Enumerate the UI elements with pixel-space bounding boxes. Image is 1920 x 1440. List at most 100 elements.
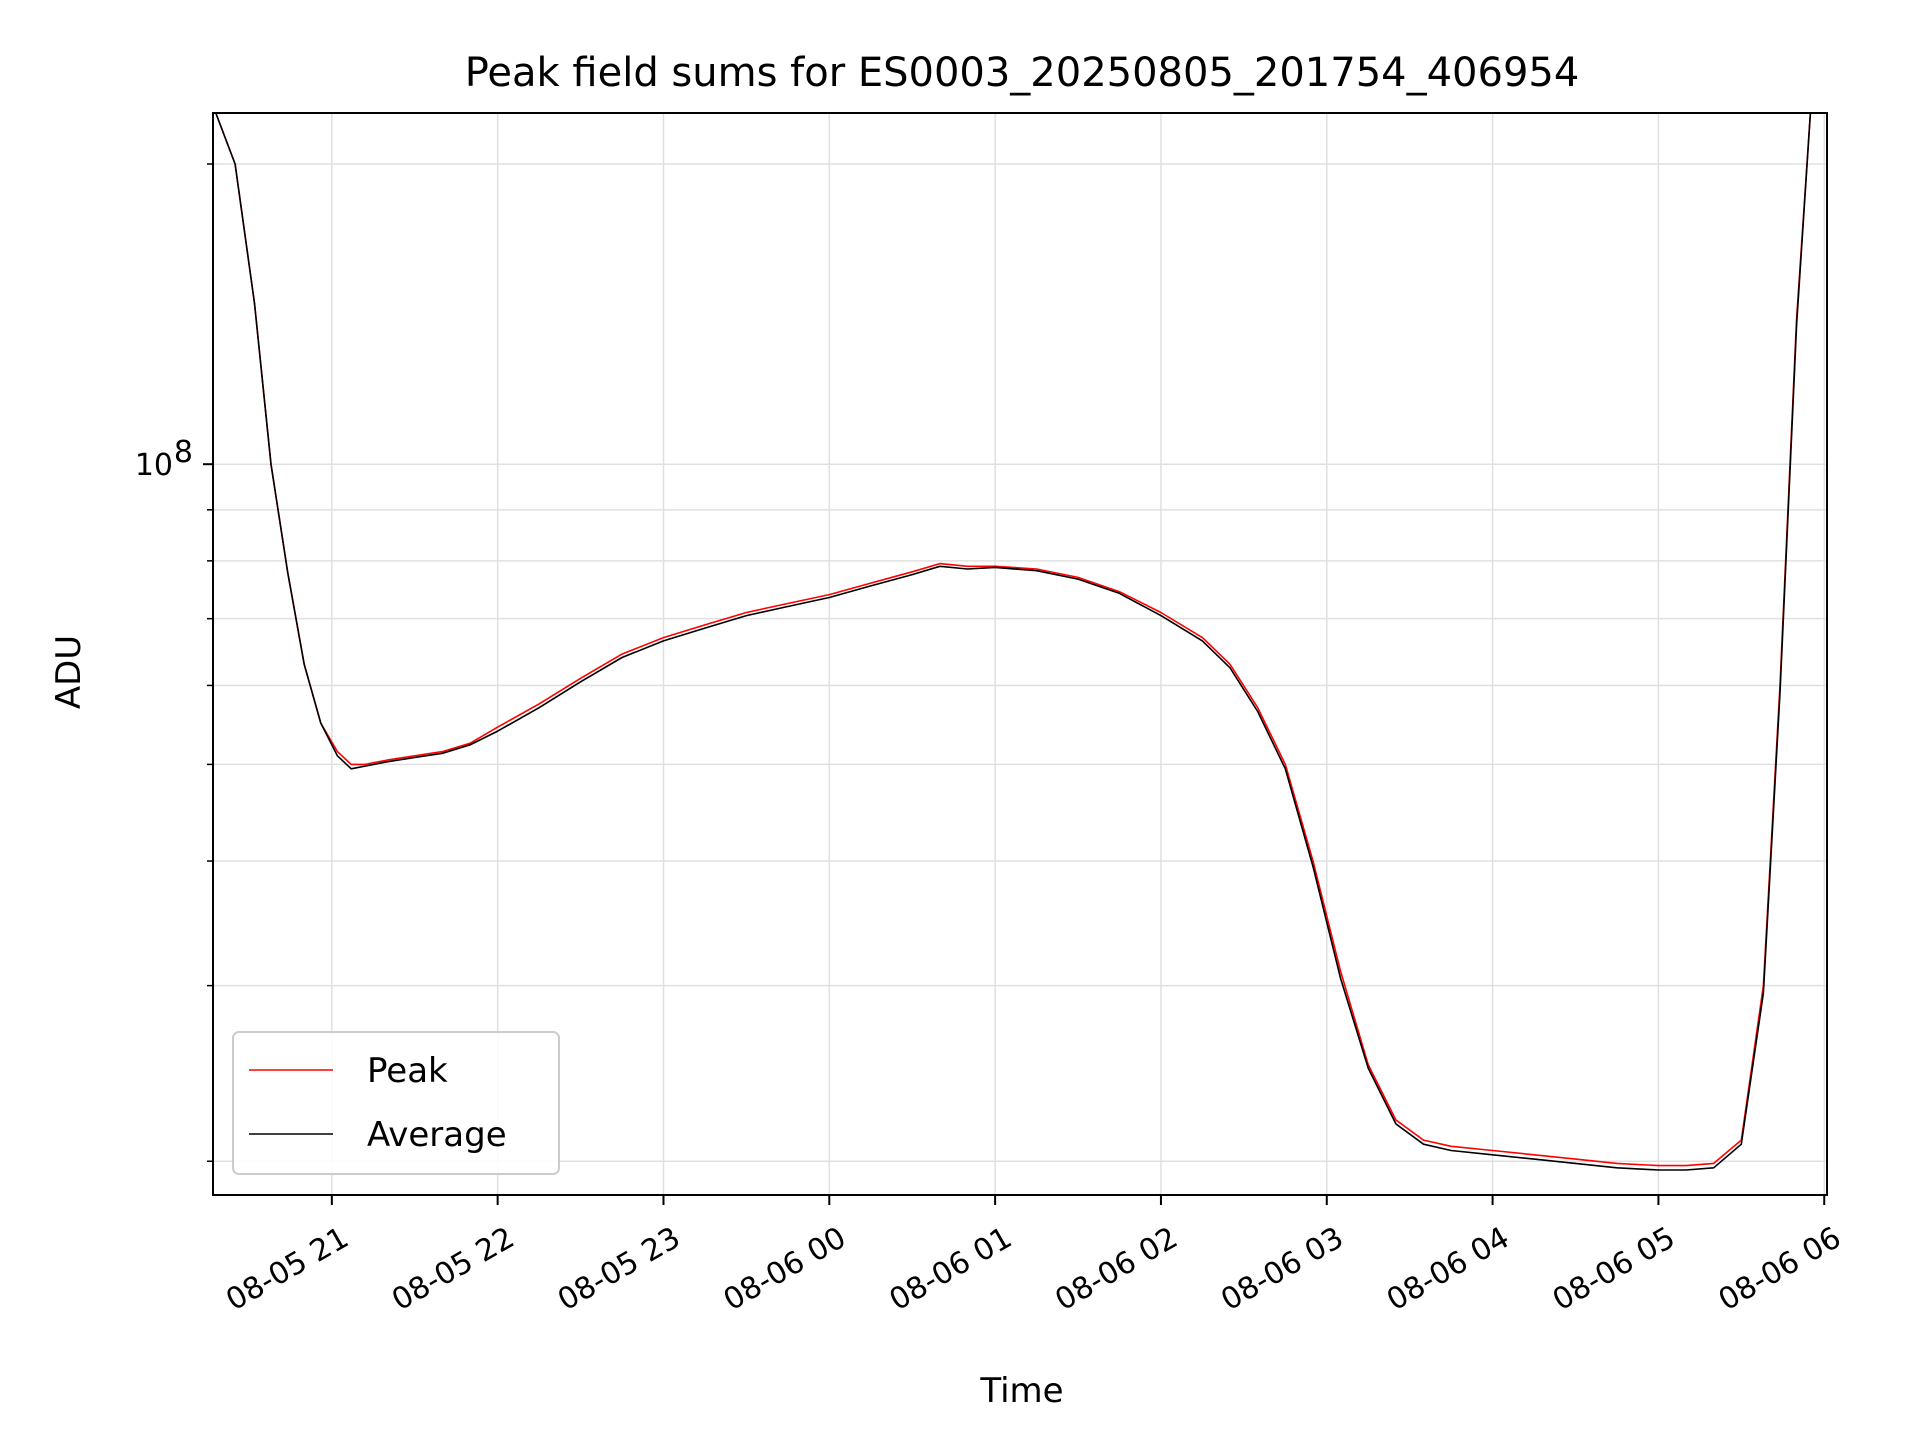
x-tick-label: 08-06 02 bbox=[1049, 1220, 1183, 1318]
x-tick-label: 08-06 06 bbox=[1713, 1220, 1847, 1318]
series-line-average bbox=[215, 113, 1812, 1171]
data-point-peak bbox=[469, 742, 471, 744]
data-point-average bbox=[234, 163, 236, 165]
data-point-average bbox=[253, 302, 256, 304]
data-point-average bbox=[1533, 1158, 1535, 1160]
data-point-average bbox=[1339, 977, 1342, 980]
data-point-peak bbox=[1450, 1145, 1452, 1147]
data-point-average bbox=[350, 768, 352, 770]
data-point-average bbox=[1118, 592, 1121, 595]
data-point-average bbox=[966, 568, 969, 570]
data-point-peak bbox=[1685, 1164, 1687, 1167]
data-point-peak bbox=[1118, 591, 1121, 593]
data-point-peak bbox=[1713, 1162, 1715, 1165]
data-point-peak bbox=[1201, 637, 1204, 639]
data-point-average bbox=[287, 571, 289, 573]
data-point-average bbox=[1229, 667, 1231, 669]
data-point-average bbox=[414, 756, 416, 759]
data-point-average bbox=[579, 681, 582, 683]
data-point-average bbox=[336, 755, 338, 757]
y-axis: 10 8 bbox=[135, 163, 213, 1162]
data-point-average bbox=[1779, 692, 1781, 694]
data-point-peak bbox=[1657, 1164, 1660, 1167]
data-point-average bbox=[1762, 992, 1765, 994]
data-point-average bbox=[303, 663, 305, 665]
data-point-average bbox=[1284, 768, 1286, 770]
data-point-average bbox=[1616, 1167, 1618, 1169]
x-tick-label: 08-06 03 bbox=[1215, 1220, 1349, 1318]
data-point-average bbox=[1160, 614, 1162, 617]
data-point-average bbox=[1713, 1167, 1715, 1169]
data-point-average bbox=[469, 744, 471, 746]
data-point-average bbox=[538, 707, 540, 709]
data-point-peak bbox=[1257, 707, 1259, 709]
data-point-peak bbox=[1312, 860, 1314, 862]
data-point-peak bbox=[1229, 663, 1231, 665]
data-point-average bbox=[497, 730, 499, 732]
x-tick-label: 08-06 00 bbox=[718, 1220, 852, 1318]
series-line-peak bbox=[215, 113, 1812, 1167]
data-point-average bbox=[911, 573, 913, 576]
y-tick-base: 10 bbox=[135, 448, 173, 483]
data-point-average bbox=[364, 765, 366, 767]
data-point-peak bbox=[1616, 1162, 1618, 1165]
data-point-average bbox=[441, 752, 443, 754]
data-point-average bbox=[1657, 1169, 1660, 1171]
x-tick-label: 08-06 05 bbox=[1547, 1220, 1681, 1318]
data-point-average bbox=[1367, 1067, 1369, 1069]
data-point-average bbox=[1795, 324, 1798, 326]
data-point-average bbox=[320, 722, 322, 724]
data-point-peak bbox=[441, 750, 443, 753]
data-point-peak bbox=[787, 602, 789, 605]
data-point-peak bbox=[621, 653, 623, 655]
data-point-average bbox=[1312, 865, 1314, 868]
data-point-peak bbox=[1574, 1158, 1577, 1160]
data-point-peak bbox=[336, 750, 338, 753]
data-point-average bbox=[386, 761, 388, 763]
data-point-average bbox=[1450, 1149, 1452, 1152]
y-axis-label: ADU bbox=[49, 635, 89, 709]
data-point-peak bbox=[1491, 1149, 1494, 1152]
data-point-average bbox=[1491, 1154, 1494, 1156]
data-point-peak bbox=[828, 594, 830, 596]
data-point-peak bbox=[386, 759, 388, 761]
data-point-average bbox=[1035, 570, 1038, 572]
legend-label-average: Average bbox=[367, 1115, 507, 1155]
data-point-peak bbox=[745, 611, 747, 614]
data-point-average bbox=[1257, 710, 1259, 713]
data-point-average bbox=[1395, 1123, 1397, 1125]
x-axis: 08-05 21 08-05 22 08-05 23 08-06 00 08-06 01… bbox=[220, 1195, 1847, 1318]
data-point-peak bbox=[1035, 568, 1038, 570]
data-point-average bbox=[870, 585, 872, 587]
data-point-peak bbox=[364, 763, 366, 765]
data-point-average bbox=[1201, 640, 1204, 642]
data-point-peak bbox=[870, 582, 872, 584]
data-point-average bbox=[270, 463, 272, 465]
data-point-average bbox=[828, 596, 830, 599]
legend-box bbox=[232, 1031, 560, 1175]
data-point-peak bbox=[350, 763, 352, 765]
data-point-peak bbox=[939, 562, 941, 565]
y-tick-label: 10 bbox=[135, 448, 173, 483]
data-point-average bbox=[745, 614, 747, 617]
data-point-peak bbox=[911, 571, 913, 573]
data-point-average bbox=[1422, 1143, 1425, 1145]
data-point-peak bbox=[1284, 763, 1286, 765]
data-point-peak bbox=[1395, 1119, 1397, 1121]
data-point-peak bbox=[579, 677, 582, 679]
data-point-average bbox=[621, 656, 623, 659]
data-point-peak bbox=[1422, 1139, 1425, 1141]
data-point-peak bbox=[994, 565, 996, 567]
y-tick-exponent: 8 bbox=[174, 435, 193, 470]
data-point-peak bbox=[704, 624, 706, 626]
data-point-average bbox=[1574, 1162, 1577, 1165]
data-point-peak bbox=[497, 726, 499, 728]
data-point-peak bbox=[414, 755, 416, 757]
data-point-peak bbox=[966, 565, 969, 567]
chart-title: Peak field sums for ES0003_20250805_2017… bbox=[465, 50, 1580, 96]
data-point-peak bbox=[1160, 611, 1162, 614]
data-point-average bbox=[1740, 1143, 1742, 1145]
data-point-average bbox=[787, 605, 789, 608]
data-point-average bbox=[994, 566, 996, 568]
